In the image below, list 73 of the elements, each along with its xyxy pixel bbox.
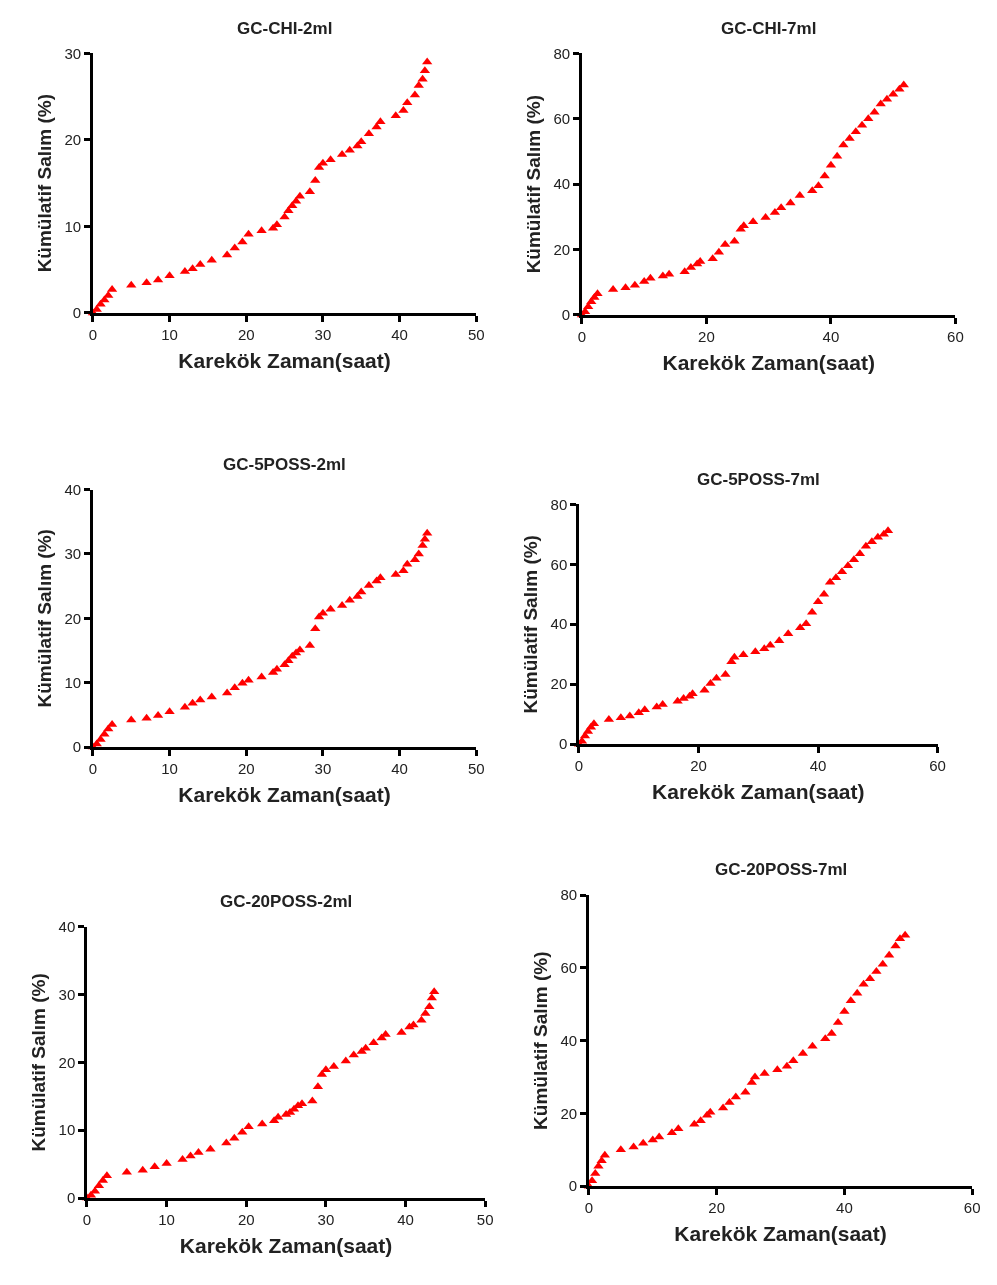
y-tick-label: 20: [553, 240, 571, 258]
y-tick-label: 40: [58, 917, 76, 935]
y-tick-label: 0: [72, 304, 82, 322]
y-tick-label: 0: [558, 735, 568, 753]
y-tick-label: 80: [553, 44, 571, 62]
chart-title: GC-20POSS-7ml: [715, 860, 848, 879]
x-tick-label: 20: [698, 327, 715, 345]
y-tick-label: 60: [560, 959, 578, 977]
x-tick-label: 40: [397, 1210, 414, 1228]
y-tick-label: 30: [64, 44, 82, 62]
y-axis-title: Kümülatif Salım (%): [34, 529, 56, 708]
y-tick-label: 10: [58, 1121, 76, 1139]
x-tick-label: 20: [708, 1198, 725, 1216]
x-tick-label: 40: [809, 756, 827, 774]
y-tick-label: 20: [58, 1053, 76, 1071]
x-tick-label: 20: [237, 759, 255, 777]
y-tick-label: 10: [64, 673, 82, 691]
chart-title: GC-5POSS-2ml: [223, 455, 346, 474]
chart-title: GC-5POSS-7ml: [697, 470, 820, 489]
chart-title: GC-20POSS-2ml: [220, 892, 353, 911]
x-axis-title: Karekök Zaman(saat): [178, 783, 391, 807]
y-tick-label: 80: [560, 886, 578, 904]
y-axis-title: Kümülatif Salım (%): [28, 973, 50, 1152]
x-axis-title: Karekök Zaman(saat): [652, 780, 865, 804]
y-tick-label: 10: [64, 217, 82, 235]
y-axis-title: Kümülatif Salım (%): [520, 535, 542, 714]
y-tick-label: 30: [58, 985, 76, 1003]
y-tick-label: 20: [64, 131, 82, 149]
y-tick-label: 20: [64, 609, 82, 627]
chart-title: GC-CHI-2ml: [237, 19, 333, 38]
x-tick-label: 40: [391, 759, 408, 777]
x-tick-label: 20: [690, 756, 707, 774]
x-tick-label: 10: [161, 759, 178, 777]
x-tick-label: 60: [929, 756, 946, 774]
y-tick-label: 0: [561, 306, 571, 324]
y-tick-label: 40: [560, 1031, 578, 1049]
x-tick-label: 0: [88, 325, 98, 343]
x-tick-label: 10: [158, 1210, 175, 1228]
y-tick-label: 0: [568, 1177, 578, 1195]
x-tick-label: 0: [88, 759, 98, 777]
x-tick-label: 0: [584, 1198, 594, 1216]
y-axis-title: Kümülatif Salım (%): [530, 951, 552, 1130]
x-tick-label: 50: [467, 325, 485, 343]
y-axis-title: Kümülatif Salım (%): [523, 94, 545, 274]
x-tick-label: 40: [822, 327, 840, 345]
y-tick-label: 40: [64, 480, 82, 498]
y-tick-label: 60: [550, 555, 568, 573]
x-tick-label: 40: [391, 325, 408, 343]
x-tick-label: 50: [467, 759, 485, 777]
y-tick-label: 0: [72, 738, 82, 756]
x-tick-label: 20: [237, 325, 255, 343]
y-tick-label: 20: [550, 675, 568, 693]
x-tick-label: 40: [836, 1198, 853, 1216]
x-axis-title: Karekök Zaman(saat): [674, 1222, 887, 1246]
y-tick-label: 80: [550, 495, 568, 513]
y-axis-title: Kümülatif Salım (%): [34, 93, 56, 273]
y-tick-label: 30: [64, 545, 82, 563]
x-tick-label: 30: [314, 325, 332, 343]
chart-title: GC-CHI-7ml: [721, 19, 817, 38]
x-tick-label: 30: [317, 1210, 335, 1228]
x-tick-label: 10: [161, 325, 178, 343]
x-axis-title: Karekök Zaman(saat): [179, 1234, 393, 1258]
x-tick-label: 60: [947, 327, 964, 345]
y-tick-label: 40: [553, 175, 571, 193]
y-tick-label: 20: [560, 1104, 578, 1122]
y-tick-label: 60: [553, 110, 571, 128]
x-tick-label: 30: [314, 759, 332, 777]
x-tick-label: 20: [237, 1210, 255, 1228]
x-axis-title: Karekök Zaman(saat): [178, 348, 391, 372]
x-tick-label: 60: [963, 1198, 981, 1216]
x-tick-label: 50: [476, 1210, 494, 1228]
x-axis-title: Karekök Zaman(saat): [662, 350, 875, 374]
y-tick-label: 40: [550, 615, 568, 633]
